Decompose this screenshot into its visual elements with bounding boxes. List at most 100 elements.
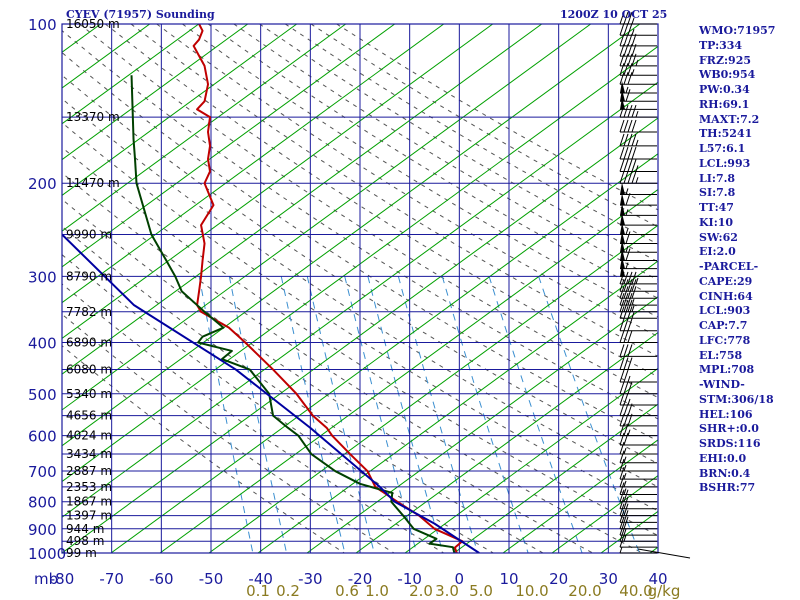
wind-barb-flag — [619, 392, 625, 406]
wind-barb-half-flag — [623, 488, 627, 495]
height-label: 1397 m — [66, 509, 112, 523]
indices-item: SHR+:0.0 — [699, 422, 759, 436]
wind-barb — [619, 516, 657, 530]
wind-barb-flag — [619, 466, 625, 480]
wind-barb-flag — [619, 516, 625, 529]
wind-barb-half-flag — [635, 165, 639, 172]
indices-item: CAP:7.7 — [699, 319, 748, 332]
diagonal-gridline — [62, 24, 298, 196]
wind-barb — [620, 203, 657, 216]
wind-barb-half-flag — [623, 472, 627, 480]
indices-item: EI:2.0 — [699, 245, 736, 259]
wind-barb-flag — [623, 72, 629, 85]
indices-item: -WIND- — [699, 378, 745, 391]
diagonal-gridline — [62, 24, 592, 411]
wind-barb-flag — [619, 496, 625, 509]
dry-adiabat — [62, 98, 658, 488]
wind-barb-flag — [625, 89, 631, 102]
diagonal-gridline — [0, 24, 3, 553]
indices-item: STM:306/18 — [699, 392, 774, 406]
wind-barb-flag — [627, 171, 633, 184]
wind-barb-flag — [619, 23, 625, 36]
temperature-tick-label: -10 — [397, 570, 422, 588]
temperature-tick-label: -20 — [348, 570, 373, 588]
wind-barb-flag — [619, 53, 625, 67]
indices-item: EL:758 — [699, 348, 743, 362]
wind-barb — [619, 546, 657, 554]
mixing-ratio-label: 20.0 — [568, 582, 601, 600]
wind-barb-flag — [627, 306, 633, 319]
wind-barb-pennant — [620, 231, 625, 244]
wind-barb-pennant — [620, 182, 625, 195]
wind-barb — [619, 271, 657, 285]
height-label: 944 m — [66, 522, 104, 536]
wind-barb-flag — [623, 330, 629, 343]
wind-barb-pennant — [620, 80, 625, 93]
wind-barb — [619, 318, 657, 332]
pressure-tick-label: 700 — [28, 463, 57, 481]
temperature-tick-label: -60 — [149, 570, 174, 588]
wind-barb — [619, 344, 657, 357]
diagonal-gridline — [62, 24, 445, 304]
wind-barb — [619, 279, 657, 292]
pressure-tick-label: 1000 — [28, 545, 66, 563]
mixing-ratio-label: 10.0 — [515, 582, 548, 600]
wind-barb — [619, 53, 657, 67]
wind-barb — [619, 119, 657, 133]
wind-barb — [620, 240, 657, 253]
wind-barb-flag — [619, 146, 625, 160]
diagonal-gridline — [306, 296, 658, 553]
indices-item: EHI:0.0 — [699, 451, 747, 465]
diagonal-gridline — [257, 260, 658, 553]
indices-item: LFC:778 — [699, 333, 751, 347]
wind-barb-flag — [623, 299, 629, 312]
wind-barb-flag — [619, 171, 625, 184]
height-label: 1867 m — [66, 495, 112, 509]
wind-barb — [619, 413, 657, 427]
wind-barb — [619, 474, 657, 488]
wind-barb-half-flag — [625, 246, 629, 253]
wind-barb-flag — [627, 53, 633, 67]
wind-barb-half-flag — [635, 110, 639, 118]
height-label: 16050 m — [66, 17, 120, 31]
wind-barb-half-flag — [623, 456, 627, 463]
wind-barb-flag — [619, 432, 625, 446]
wind-barb-flag — [619, 423, 625, 436]
wind-barb — [619, 11, 657, 25]
wind-barb-flag — [631, 279, 637, 292]
wind-barb-pennant — [620, 213, 625, 226]
wind-barb-half-flag — [623, 447, 627, 455]
wind-barb-half-flag — [631, 312, 635, 319]
dry-adiabat — [62, 51, 658, 442]
wind-barb — [620, 80, 657, 94]
wind-barb-flag — [627, 63, 633, 76]
diagonal-gridline — [62, 24, 396, 268]
wind-barb-half-flag — [623, 528, 627, 536]
indices-item: WB0:954 — [699, 68, 756, 82]
chart-datetime: 1200Z 10 OCT 25 — [560, 8, 668, 21]
mixing-ratio-line — [488, 276, 583, 553]
wind-barb-half-flag — [625, 188, 629, 195]
indices-item: TP:334 — [699, 38, 743, 52]
wind-barb-flag — [623, 271, 629, 285]
diagonal-gridline — [355, 331, 658, 553]
temperature-tick-label: -70 — [99, 570, 124, 588]
temperature-tick-label: 30 — [599, 570, 618, 588]
height-label: 6080 m — [66, 363, 112, 377]
wind-barb-flag — [623, 23, 629, 36]
wind-barb-flag — [623, 119, 629, 133]
pressure-tick-label: 600 — [28, 428, 57, 446]
height-label: 2887 m — [66, 464, 112, 478]
wind-barb-flag — [619, 119, 625, 133]
indices-item: PW:0.34 — [699, 83, 750, 96]
wind-barb — [619, 489, 657, 503]
mixing-ratio-label: 5.0 — [469, 582, 493, 600]
wind-barb — [620, 222, 657, 236]
wind-barb-flag — [619, 510, 625, 523]
height-label: 9990 m — [66, 228, 112, 242]
pressure-tick-label: 200 — [28, 175, 57, 193]
wind-barb-flag — [619, 11, 625, 25]
wind-barb-flag — [623, 381, 629, 394]
wind-barb-flag — [623, 133, 629, 147]
wind-barb-flag — [627, 330, 633, 343]
